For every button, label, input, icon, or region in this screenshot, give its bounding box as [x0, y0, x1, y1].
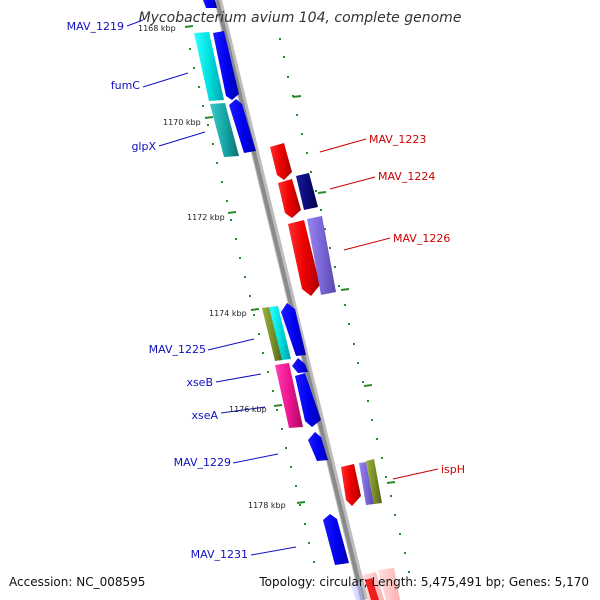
gene-MAV_1231[interactable] [323, 514, 349, 565]
tick-label: 1174 kbp [209, 309, 247, 318]
left-gene-labels: MAV_1219 fumC glpX MAV_1225 xseB xseA MA… [67, 20, 248, 561]
tick-mark [184, 25, 194, 28]
right-gene-labels: MAV_1223 MAV_1224 MAV_1226 ispH [369, 133, 465, 476]
map-title: Mycobacterium avium 104, complete genome [139, 10, 462, 26]
gene-MAV_1224[interactable] [278, 173, 318, 218]
gene-xseB[interactable] [292, 358, 308, 373]
tick-mark [273, 404, 283, 407]
scale-ticks [184, 25, 306, 504]
gene-label[interactable]: MAV_1223 [369, 133, 426, 146]
tick-label: 1170 kbp [163, 118, 201, 127]
tick-label: 1178 kbp [248, 501, 286, 510]
tick-label: 1168 kbp [138, 24, 176, 33]
tick-mark [296, 501, 306, 504]
dotted-track-inner [189, 48, 315, 563]
tick-labels: 1168 kbp 1170 kbp 1172 kbp 1174 kbp 1176… [138, 24, 286, 510]
tick-mark [227, 211, 237, 214]
gene-label[interactable]: xseB [186, 376, 213, 389]
gene-label[interactable]: MAV_1225 [149, 343, 206, 356]
dotted-track-outer [279, 38, 410, 573]
gene-label[interactable]: glpX [131, 140, 156, 153]
gene-glpX[interactable] [210, 99, 256, 157]
gene-label[interactable]: MAV_1229 [174, 456, 231, 469]
gene-fumC[interactable] [194, 31, 239, 101]
gene-label[interactable]: MAV_1226 [393, 232, 450, 245]
gene-label[interactable]: xseA [191, 409, 218, 422]
gene-MAV_1219[interactable] [203, 0, 217, 8]
gene-ispH[interactable] [341, 459, 382, 506]
gene-label[interactable]: MAV_1224 [378, 170, 435, 183]
gene-MAV_1225[interactable] [262, 303, 306, 361]
left-label-lines [126, 19, 297, 556]
right-label-lines [319, 138, 439, 480]
tick-label: 1172 kbp [187, 213, 225, 222]
gene-MAV_1223[interactable] [270, 143, 292, 180]
gene-label[interactable]: fumC [111, 79, 141, 92]
tick-mark [250, 308, 260, 311]
gene-MAV_1226[interactable] [288, 216, 336, 296]
scale-ticks-outer [292, 95, 396, 484]
tick-mark [204, 116, 214, 119]
tick-label: 1176 kbp [229, 405, 267, 414]
gene-label[interactable]: MAV_1219 [67, 20, 124, 33]
genome-summary-text: Topology: circular; Length: 5,475,491 bp… [258, 575, 589, 589]
gene-MAV_1229[interactable] [308, 432, 328, 461]
backbone [214, 0, 368, 600]
gene-label[interactable]: MAV_1231 [191, 548, 248, 561]
accession-text: Accession: NC_008595 [9, 575, 145, 589]
gene-partial-bottom [350, 568, 400, 600]
gene-xseA[interactable] [275, 363, 321, 428]
gene-label[interactable]: ispH [441, 463, 465, 476]
